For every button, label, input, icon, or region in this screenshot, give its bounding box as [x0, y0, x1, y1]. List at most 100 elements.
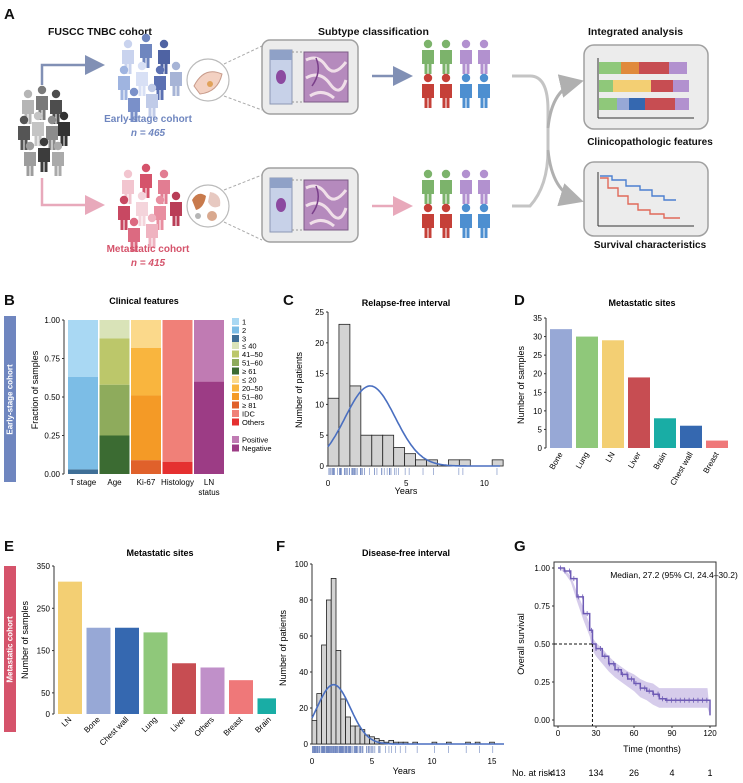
- hist-bar: [354, 725, 361, 745]
- hist-bar: [340, 698, 347, 745]
- hist-bar: [360, 434, 373, 467]
- km-xtick: 60: [630, 729, 639, 738]
- hist-bar: [326, 599, 332, 745]
- early-cohort-n: n = 465: [130, 128, 166, 139]
- chart-b-xtick: LN: [204, 478, 214, 487]
- bar-ytick: 350: [37, 562, 51, 571]
- chart-relapse-free: Relapse-free interval Number of patients…: [294, 298, 504, 496]
- hist-xtick: 15: [488, 757, 497, 766]
- integrated-title: Integrated analysis: [588, 26, 684, 38]
- chart-b-legend-label: Positive: [242, 436, 268, 445]
- bar-ytick: 10: [533, 407, 542, 416]
- chart-b-xtick: T stage: [70, 478, 97, 487]
- hist-ytick: 5: [320, 431, 325, 440]
- bar-mark: [229, 680, 253, 714]
- chart-b-legend-label: 3: [242, 335, 246, 344]
- early-cohort-label: Early-stage cohort: [104, 114, 192, 125]
- chart-b-legend-label: Others: [242, 418, 265, 427]
- chart-e-ylabel: Number of samples: [20, 600, 30, 679]
- chart-b-legend-label: 51–60: [242, 359, 263, 368]
- bar-xtick: Liver: [626, 450, 643, 470]
- chart-f-title: Disease-free interval: [362, 548, 450, 558]
- chart-b-legend-label: 20–50: [242, 384, 263, 393]
- hist-bar: [415, 459, 427, 467]
- hist-bar: [350, 725, 356, 745]
- chart-b-legend-label: 1: [242, 318, 246, 327]
- hist-xtick: 0: [326, 479, 331, 488]
- chart-b-legend-swatch: [232, 318, 239, 325]
- chart-b-ytick: 0.25: [44, 432, 60, 441]
- km-curve: [558, 567, 711, 716]
- hist-xtick: 0: [310, 757, 315, 766]
- chart-b-legend-label: ≤ 40: [242, 342, 257, 351]
- km-ci-band: [558, 568, 710, 716]
- hist-bar: [393, 447, 406, 467]
- panel-label-g: G: [514, 538, 526, 555]
- bar-mark: [200, 667, 225, 714]
- chart-disease-free: Disease-free interval Number of patients…: [278, 548, 504, 776]
- hist-ytick: 40: [299, 668, 308, 677]
- km-xtick: 0: [556, 729, 561, 738]
- bar-xtick: Chest wall: [98, 715, 131, 748]
- chart-d-ylabel: Number of samples: [516, 345, 526, 424]
- hist-bar: [330, 578, 337, 745]
- bar-xtick: Others: [193, 715, 216, 738]
- chart-b-legend-swatch: [232, 410, 239, 417]
- chart-b-legend-label: IDC: [242, 410, 256, 419]
- hist-xtick: 5: [404, 479, 409, 488]
- chart-b-legend-label: Negative: [242, 444, 272, 453]
- km-risk-value: 4: [669, 768, 674, 778]
- bar-xtick: Lung: [140, 715, 159, 734]
- hist-ytick: 80: [299, 596, 308, 605]
- bar-mark: [680, 425, 702, 448]
- hist-ytick: 0: [304, 740, 309, 749]
- bar-xtick: Brain: [253, 715, 273, 735]
- chart-b-legend-swatch: [232, 401, 239, 409]
- chart-b-ytick: 0.50: [44, 393, 60, 402]
- km-xtick: 90: [668, 729, 677, 738]
- bar-xtick: Bone: [548, 450, 565, 471]
- chart-b-legend-swatch: [232, 350, 239, 358]
- chart-b-legend-swatch: [232, 436, 239, 443]
- chart-b-legend-swatch: [232, 384, 239, 392]
- hist-xtick: 10: [480, 479, 489, 488]
- bar-mark: [550, 329, 572, 448]
- chart-metastatic-sites-meta: Metastatic sites Number of samples 0 50 15…: [20, 548, 276, 748]
- chart-b-legend-swatch: [232, 393, 239, 400]
- bar-ytick: 35: [533, 314, 542, 323]
- chart-g-annotation: Median, 27.2 (95% CI, 24.4–30.2): [610, 570, 738, 580]
- chart-b-segment: [131, 395, 161, 461]
- survival-label: Survival characteristics: [593, 240, 707, 251]
- chart-g-risk-label: No. at risk: [512, 768, 553, 778]
- slide-box-metastatic: [261, 167, 359, 243]
- panel-label-d: D: [514, 292, 525, 309]
- km-ytick: 1.00: [534, 564, 550, 573]
- km-risk-value: 134: [588, 768, 603, 778]
- hist-bar: [345, 716, 351, 745]
- chart-b-legend-swatch: [232, 444, 239, 452]
- hist-bar: [349, 385, 362, 467]
- hist-bar: [382, 434, 395, 467]
- chart-f-xlabel: Years: [393, 766, 416, 776]
- hist-ytick: 15: [315, 370, 324, 379]
- hist-density-curve: [311, 683, 504, 745]
- bar-mark: [172, 663, 196, 714]
- meta-cohort-label: Metastatic cohort: [106, 244, 190, 255]
- patient-crowd-icon: [18, 85, 70, 176]
- chart-b-legend-label: ≥ 81: [242, 401, 257, 410]
- bar-mark: [654, 418, 676, 448]
- km-ytick: 0.00: [534, 716, 550, 725]
- chart-b-xtick: Age: [107, 478, 122, 487]
- bar-xtick: Liver: [169, 715, 188, 734]
- chart-e-title: Metastatic sites: [126, 548, 193, 558]
- chart-c-ylabel: Number of patients: [294, 351, 304, 428]
- chart-b-segment: [162, 320, 193, 462]
- chart-g-ylabel: Overall survival: [516, 613, 526, 675]
- metastatic-organs-icon: [186, 184, 230, 228]
- km-risk-value: 413: [550, 768, 565, 778]
- slide-box-early: [261, 39, 359, 115]
- hist-ytick: 10: [315, 400, 324, 409]
- km-ytick: 0.25: [534, 678, 550, 687]
- bar-ytick: 15: [533, 388, 542, 397]
- panel-a-diagram: [18, 33, 709, 252]
